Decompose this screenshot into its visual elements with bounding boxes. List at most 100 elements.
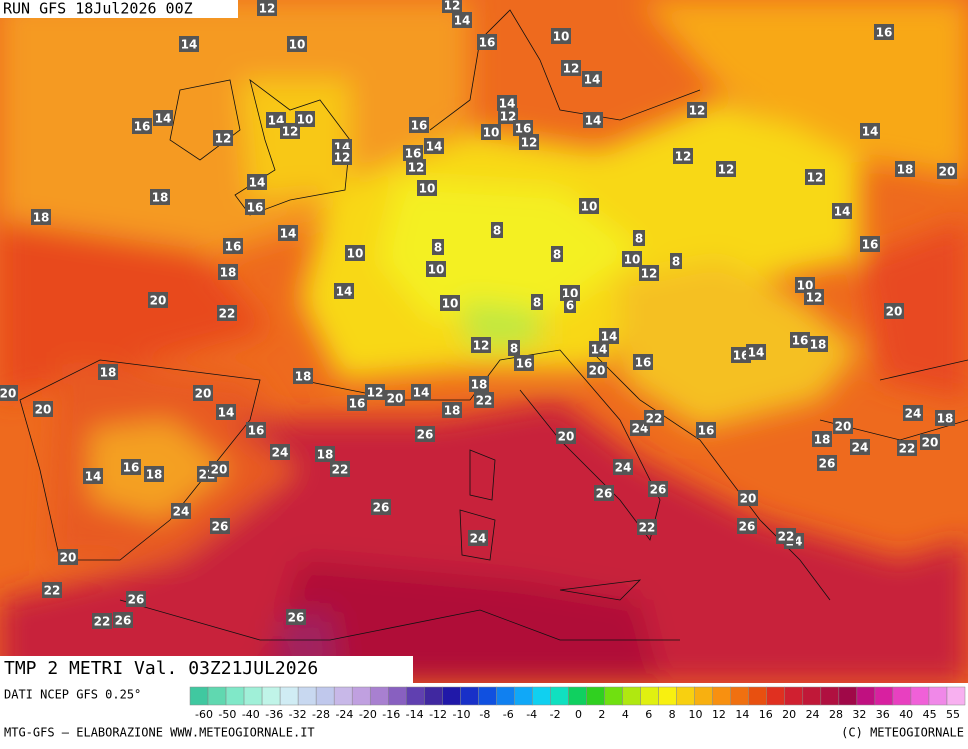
temperature-label: 20 xyxy=(589,364,606,378)
label-box xyxy=(58,549,78,565)
label-box xyxy=(126,591,146,607)
label-box xyxy=(594,485,614,501)
label-box xyxy=(561,60,581,76)
temperature-label: 14 xyxy=(85,470,102,484)
label-box xyxy=(403,145,423,161)
label-box xyxy=(633,354,653,370)
label-box xyxy=(0,385,18,401)
temperature-label: 12 xyxy=(259,2,276,16)
label-box xyxy=(531,294,543,310)
temperature-label: 16 xyxy=(349,397,366,411)
label-box xyxy=(670,253,682,269)
label-box xyxy=(257,0,277,16)
label-box xyxy=(589,341,609,357)
label-box xyxy=(216,404,236,420)
colorbar-cell xyxy=(532,686,551,706)
label-box xyxy=(371,499,391,515)
label-box xyxy=(884,303,904,319)
temperature-label: 10 xyxy=(428,263,445,277)
colorbar-label: -32 xyxy=(289,708,307,721)
colorbar-cell xyxy=(784,686,804,706)
colorbar-cell xyxy=(838,686,858,706)
temperature-label: 24 xyxy=(615,461,632,475)
temperature-label: 18 xyxy=(897,163,914,177)
colorbar-label: -2 xyxy=(550,708,561,721)
label-box xyxy=(452,12,472,28)
label-box xyxy=(551,28,571,44)
label-box xyxy=(426,261,446,277)
label-box xyxy=(42,582,62,598)
colorbar-cell xyxy=(261,686,281,706)
label-box xyxy=(551,246,563,262)
colorbar-cell xyxy=(333,686,353,706)
temperature-label: 14 xyxy=(585,114,602,128)
label-box xyxy=(432,239,444,255)
temperature-label: 8 xyxy=(434,241,442,255)
temperature-label: 12 xyxy=(334,151,351,165)
temperature-label: 18 xyxy=(33,211,50,225)
label-box xyxy=(935,410,955,426)
label-box xyxy=(121,459,141,475)
label-box xyxy=(347,395,367,411)
colorbar-cell xyxy=(424,686,443,706)
temperature-label: 20 xyxy=(195,387,212,401)
label-box xyxy=(776,528,796,544)
header-box xyxy=(0,0,238,18)
temperature-label: 24 xyxy=(470,532,487,546)
credit-left: MTG-GFS — ELABORAZIONE WWW.METEOGIORNALE… xyxy=(4,726,315,740)
label-box xyxy=(150,189,170,205)
label-box xyxy=(153,110,173,126)
colorbar-cell xyxy=(802,686,822,706)
temperature-label: 16 xyxy=(134,120,151,134)
temperature-label: 14 xyxy=(591,343,608,357)
colorbar-cell xyxy=(910,686,930,706)
colorbar-cell xyxy=(243,686,263,706)
colorbar-cell xyxy=(946,686,966,706)
temperature-label: 12 xyxy=(807,171,824,185)
label-box xyxy=(332,149,352,165)
temperature-label: 14 xyxy=(601,330,618,344)
temperature-label: 14 xyxy=(584,73,601,87)
temperature-label: 24 xyxy=(173,505,190,519)
colorbar-cell xyxy=(820,686,840,706)
temperature-label: 12 xyxy=(444,0,461,13)
label-box xyxy=(583,112,603,128)
label-box xyxy=(245,199,265,215)
colorbar-label: -10 xyxy=(452,708,470,721)
label-box xyxy=(874,24,894,40)
label-box xyxy=(860,123,880,139)
temperature-label: 18 xyxy=(220,266,237,280)
temperature-label: 20 xyxy=(922,436,939,450)
colorbar-label: 2 xyxy=(598,708,605,721)
label-box xyxy=(193,385,213,401)
run-label: RUN GFS 18Jul2026 00Z xyxy=(3,0,193,18)
temperature-label: 22 xyxy=(899,442,916,456)
temperature-label: 12 xyxy=(718,163,735,177)
label-box xyxy=(587,362,607,378)
temperature-label: 20 xyxy=(35,403,52,417)
label-box xyxy=(508,340,520,356)
label-box xyxy=(415,426,435,442)
temperature-label: 18 xyxy=(937,412,954,426)
colorbar-label: 55 xyxy=(946,708,960,721)
colorbar-cell xyxy=(568,686,587,706)
colorbar-cell xyxy=(856,686,876,706)
temperature-label: 10 xyxy=(347,247,364,261)
temperature-label: 8 xyxy=(493,224,501,238)
label-box xyxy=(696,422,716,438)
temperature-label: 10 xyxy=(581,200,598,214)
temperature-label: 16 xyxy=(515,122,532,136)
colorbar-label: -4 xyxy=(526,708,537,721)
label-box xyxy=(514,355,534,371)
colorbar: -60 -50 -40 -36 -32 -28 -24 -20 -16 -14 -12 -10 -8 -6… xyxy=(189,686,966,721)
label-box xyxy=(144,466,164,482)
temperature-label: 10 xyxy=(553,30,570,44)
temperature-label: 16 xyxy=(411,119,428,133)
map-title: TMP 2 METRI Val. 03Z21JUL2026 xyxy=(4,658,318,679)
colorbar-cell xyxy=(297,686,317,706)
label-box xyxy=(98,364,118,380)
temperature-label: 8 xyxy=(533,296,541,310)
temperature-label: 8 xyxy=(510,342,518,356)
colorbar-cell xyxy=(442,686,461,706)
